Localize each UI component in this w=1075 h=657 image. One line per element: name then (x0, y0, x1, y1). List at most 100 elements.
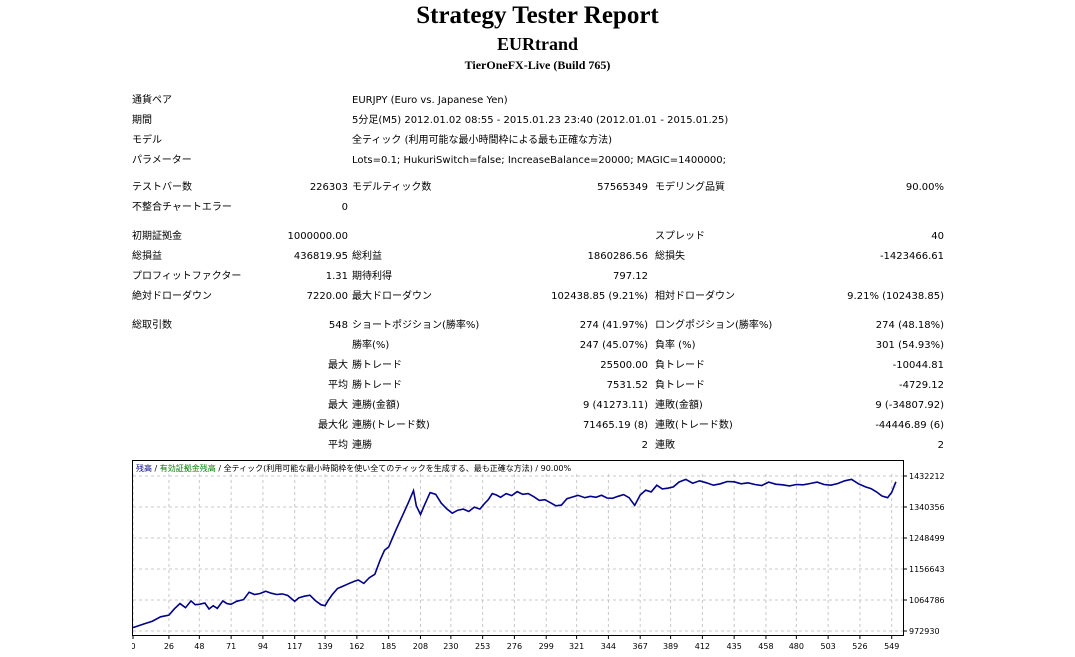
y-tick-label: 1340356 (909, 503, 944, 512)
quality-value: 90.00% (905, 182, 944, 193)
average-win-value: 7531.52 (606, 380, 648, 391)
loss-rate-value: 301 (54.93%) (875, 340, 944, 351)
average-prefix: 平均 (328, 380, 348, 391)
legend-details: / 全ティック(利用可能な最小時間枠を使い全てのティックを生成する、最も正確な方… (216, 463, 572, 473)
win-rate-value: 247 (45.07%) (579, 340, 648, 351)
average-loss-label: 負トレード (655, 380, 705, 391)
gross-loss-value: -1423466.61 (879, 251, 944, 262)
profit-factor-label: プロフィットファクター (132, 271, 242, 282)
symbol-label: 通貨ペア (132, 95, 172, 106)
server-name: TierOneFX-Live (Build 765) (464, 58, 611, 72)
mismatch-label: 不整合チャートエラー (132, 202, 232, 213)
short-positions-value: 274 (41.97%) (579, 320, 648, 331)
net-profit-value: 436819.95 (293, 251, 348, 262)
total-trades-value: 548 (328, 320, 348, 331)
largest-prefix: 最大 (328, 360, 348, 371)
mismatch-value: 0 (341, 202, 348, 213)
quality-label: モデリング品質 (655, 182, 725, 193)
consecutive-losses-label: 連敗(金額) (655, 400, 703, 411)
spread-value: 40 (931, 231, 944, 242)
largest-win-label: 勝トレード (352, 360, 402, 371)
legend-separator: / (152, 464, 160, 473)
expected-payoff-label: 期待利得 (352, 271, 392, 282)
x-tick-label: 253 (475, 642, 490, 651)
period-label: 期間 (132, 115, 152, 126)
x-tick-label: 94 (258, 642, 268, 651)
largest-loss-label: 負トレード (655, 360, 705, 371)
relative-dd-label: 相対ドローダウン (655, 291, 735, 302)
deposit-label: 初期証拠金 (132, 231, 182, 242)
y-tick-label: 1156643 (909, 565, 944, 574)
report-title: Strategy Tester Report (416, 2, 659, 29)
x-axis: 0 26 48 71 94 117 139 162 185 208 230 253 276 299 321 3… (132, 635, 899, 651)
x-tick-label: 299 (539, 642, 554, 651)
x-tick-label: 367 (633, 642, 648, 651)
expected-payoff-value: 797.12 (613, 271, 648, 282)
ticks-value: 57565349 (597, 182, 648, 193)
x-tick-label: 185 (381, 642, 396, 651)
params-label: パラメーター (132, 155, 192, 166)
consecutive-wins-label: 連勝(金額) (352, 400, 400, 411)
y-tick-label: 972930 (909, 627, 940, 636)
bars-value: 226303 (309, 182, 348, 193)
x-tick-label: 276 (507, 642, 522, 651)
consecutive-losses-value: 9 (-34807.92) (875, 400, 944, 411)
params-value: Lots=0.1; HukuriSwitch=false; IncreaseBa… (352, 155, 727, 166)
x-tick-label: 344 (601, 642, 616, 651)
x-tick-label: 117 (287, 642, 302, 651)
avg-consecutive-wins-label: 連勝 (352, 440, 372, 451)
legend-equity: 有効証拠金残高 (160, 463, 216, 473)
average-win-label: 勝トレード (352, 380, 402, 391)
deposit-value: 1000000.00 (287, 231, 348, 242)
win-rate-label: 勝率(%) (352, 340, 390, 351)
chart-legend: 残高 / 有効証拠金残高 / 全ティック(利用可能な最小時間枠を使い全てのティッ… (136, 463, 572, 473)
x-tick-label: 26 (164, 642, 174, 651)
profit-factor-value: 1.31 (325, 271, 348, 282)
net-profit-label: 総損益 (132, 251, 162, 262)
absolute-dd-label: 絶対ドローダウン (132, 291, 212, 302)
expert-name: EURtrand (496, 34, 578, 54)
balance-chart: 残高 / 有効証拠金残高 / 全ティック(利用可能な最小時間枠を使い全てのティッ… (132, 460, 944, 657)
ticks-label: モデルティック数 (352, 182, 432, 193)
x-tick-label: 549 (884, 642, 899, 651)
absolute-dd-value: 7220.00 (306, 291, 348, 302)
symbol-value: EURJPY (Euro vs. Japanese Yen) (352, 95, 508, 106)
x-tick-label: 0 (132, 642, 136, 651)
x-tick-label: 162 (349, 642, 364, 651)
y-tick-label: 1064786 (909, 596, 944, 605)
legend-balance: 残高 (136, 463, 152, 473)
gross-profit-label: 総利益 (352, 251, 382, 262)
long-positions-value: 274 (48.18%) (875, 320, 944, 331)
x-tick-label: 503 (820, 642, 835, 651)
average-loss-value: -4729.12 (899, 380, 944, 391)
x-tick-label: 230 (443, 642, 458, 651)
max-dd-value: 102438.85 (9.21%) (551, 291, 648, 302)
x-tick-label: 412 (695, 642, 710, 651)
chart-background (132, 460, 944, 657)
x-tick-label: 139 (317, 642, 332, 651)
x-tick-label: 458 (758, 642, 773, 651)
x-tick-label: 321 (569, 642, 584, 651)
average2-prefix: 平均 (328, 440, 348, 451)
maximum-prefix: 最大 (328, 400, 348, 411)
loss-rate-label: 負率 (%) (655, 340, 696, 351)
chart-grid (132, 474, 903, 635)
model-label: モデル (132, 135, 162, 146)
spread-label: スプレッド (655, 231, 705, 242)
long-positions-label: ロングポジション(勝率%) (655, 320, 773, 331)
short-positions-label: ショートポジション(勝率%) (352, 320, 480, 331)
balance-line (132, 478, 897, 629)
consecutive-loss-value: -44446.89 (6) (875, 420, 944, 431)
avg-consecutive-losses-value: 2 (937, 440, 944, 451)
x-tick-label: 71 (226, 642, 236, 651)
maximal-prefix: 最大化 (318, 420, 348, 431)
total-trades-label: 総取引数 (132, 320, 172, 331)
consecutive-profit-label: 連勝(トレード数) (352, 420, 430, 431)
consecutive-loss-label: 連敗(トレード数) (655, 420, 733, 431)
x-tick-label: 48 (194, 642, 204, 651)
y-axis: 1432212 1340356 1248499 1156643 1064786 97293… (903, 472, 944, 636)
largest-loss-value: -10044.81 (892, 360, 944, 371)
bars-label: テストバー数 (132, 182, 192, 193)
x-tick-label: 480 (789, 642, 804, 651)
avg-consecutive-losses-label: 連敗 (655, 440, 675, 451)
